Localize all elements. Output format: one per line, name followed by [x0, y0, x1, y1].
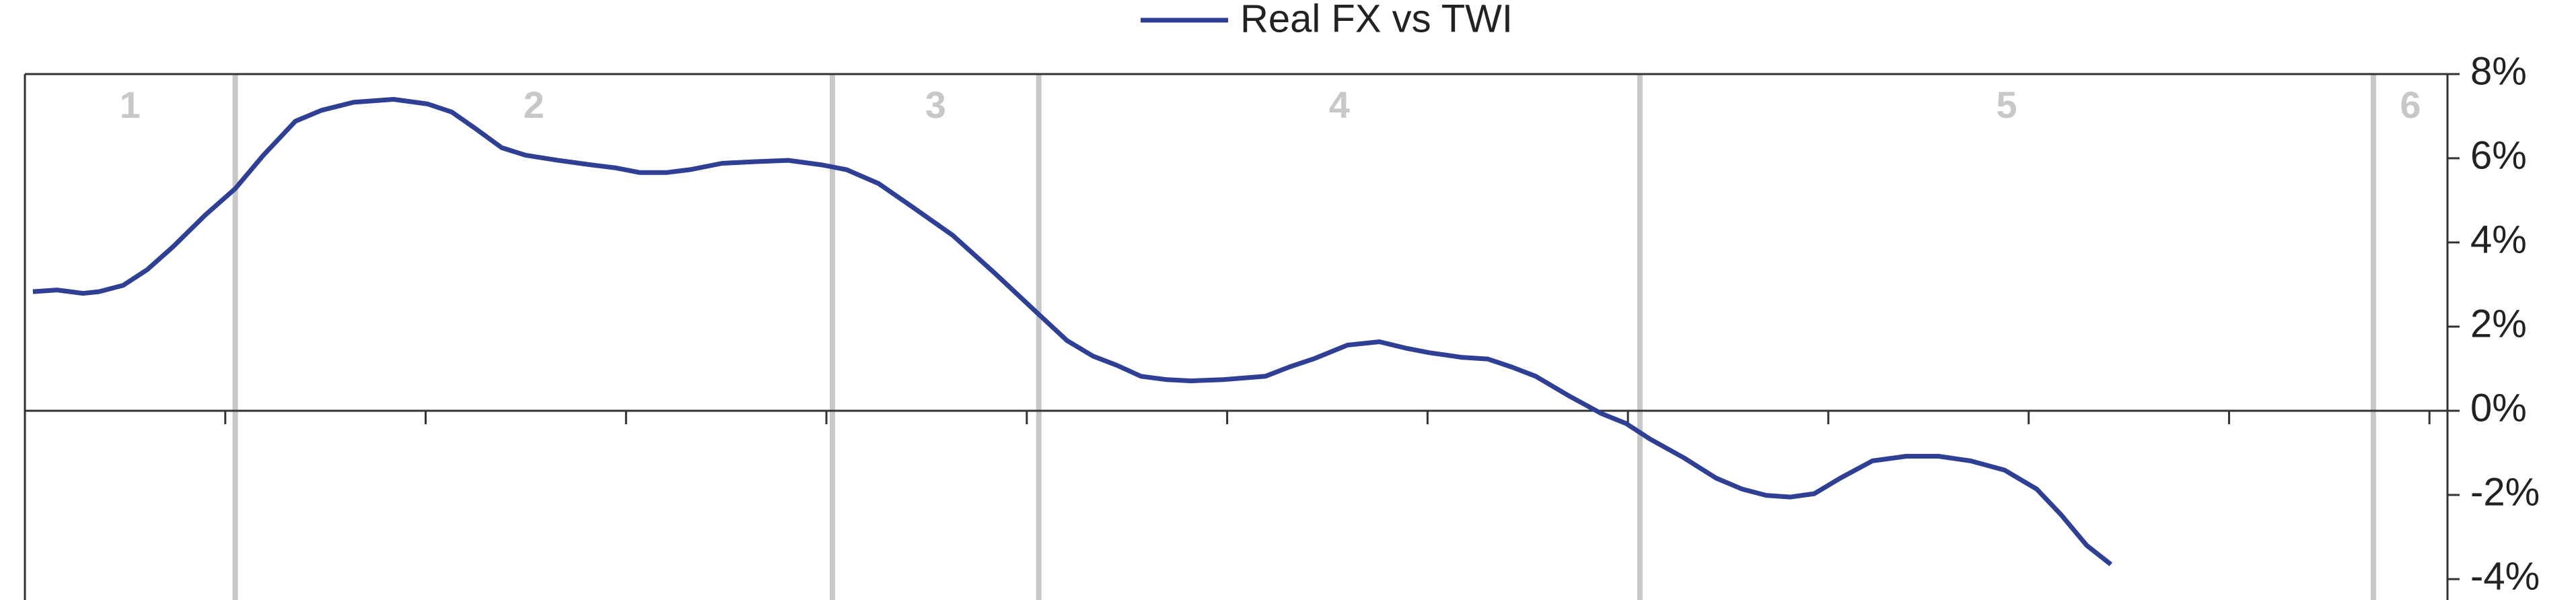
region-label: 5: [1996, 84, 2017, 126]
data-line: [32, 97, 2112, 566]
region-label: 3: [925, 84, 946, 126]
region-label: 6: [2400, 84, 2421, 126]
y-tick-label: -4%: [2470, 554, 2540, 598]
legend-label: Real FX vs TWI: [1240, 0, 1513, 40]
y-tick-label: 8%: [2470, 49, 2527, 93]
y-tick-label: 0%: [2470, 386, 2527, 430]
y-tick-label: 4%: [2470, 218, 2527, 261]
region-label: 2: [524, 84, 544, 126]
y-tick-label: 6%: [2470, 133, 2527, 177]
region-label: 4: [1329, 84, 1350, 126]
y-tick-label: -2%: [2470, 470, 2540, 514]
y-tick-label: 2%: [2470, 302, 2527, 345]
region-label: 1: [120, 84, 141, 126]
